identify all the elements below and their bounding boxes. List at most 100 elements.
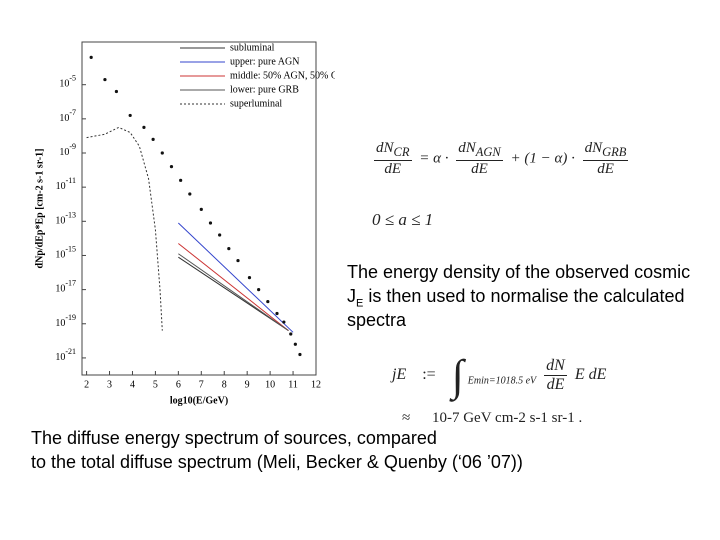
eq-text: + (1 − α) · — [510, 150, 575, 167]
data-point — [128, 113, 132, 118]
paragraph-text: is then used to normalise the calculated — [368, 286, 685, 306]
data-point — [298, 352, 302, 357]
eq-text: dE — [384, 161, 402, 177]
eq-text: α · — [433, 150, 449, 167]
tick-exponent: -11 — [66, 176, 76, 185]
eq-text: dN — [376, 140, 394, 156]
legend-label: lower: pure GRB — [230, 84, 299, 95]
y-tick-label: 10-5 — [59, 74, 76, 90]
y-tick-label: 10-21 — [55, 347, 76, 363]
x-tick-label: 3 — [107, 379, 112, 390]
equation-approx: ≈ 10-7 GeV cm-2 s-1 sr-1 . — [402, 410, 582, 427]
tick-base: 10 — [55, 216, 65, 227]
y-tick-label: 10-7 — [59, 108, 76, 124]
caption-line: to the total diffuse spectrum (Meli, Bec… — [31, 452, 523, 472]
tick-base: 10 — [55, 352, 65, 363]
series-line — [178, 222, 294, 333]
eq-text: dN — [584, 140, 603, 156]
x-tick-label: 6 — [176, 379, 181, 390]
legend-label: upper: pure AGN — [230, 56, 299, 67]
y-tick-label: 10-13 — [55, 210, 76, 226]
legend-label: subluminal — [230, 42, 275, 53]
eq-text: dN — [544, 357, 567, 376]
eq-text: dE — [597, 161, 614, 177]
data-point — [257, 288, 261, 292]
data-point — [266, 299, 270, 304]
data-point — [169, 165, 174, 169]
eq-text: dE — [471, 161, 488, 177]
x-tick-label: 8 — [222, 379, 227, 390]
data-point — [293, 342, 297, 346]
eq-text: := — [422, 366, 436, 384]
tick-exponent: -15 — [65, 244, 76, 253]
x-tick-label: 11 — [288, 379, 298, 390]
j-symbol: J — [347, 286, 356, 306]
x-tick-label: 7 — [199, 379, 204, 390]
data-point — [208, 221, 213, 225]
y-tick-label: 10-9 — [59, 142, 76, 158]
tick-exponent: -5 — [69, 74, 76, 83]
equation-je: jE := ∫ Emin=1018.5 eV dN dE E dE — [392, 350, 606, 401]
x-tick-label: 9 — [245, 379, 250, 390]
data-point — [151, 137, 155, 141]
eq-text: E dE — [574, 366, 607, 384]
plot-frame — [81, 41, 317, 376]
eq-text: 10-7 GeV cm-2 s-1 sr-1 — [431, 410, 575, 426]
data-point — [227, 247, 231, 251]
tick-base: 10 — [55, 250, 65, 261]
tick-exponent: -21 — [65, 347, 76, 356]
eq-text: dE — [546, 376, 565, 393]
tick-exponent: -19 — [65, 313, 76, 322]
data-point — [236, 258, 240, 263]
x-tick-label: 2 — [84, 379, 89, 390]
y-tick-label: 10-17 — [55, 278, 76, 294]
data-point — [179, 178, 183, 182]
equation-range: 0 ≤ a ≤ 1 — [372, 210, 434, 229]
series-line — [178, 243, 289, 331]
x-tick-label: 12 — [311, 379, 321, 390]
x-axis-label: log10(E/GeV) — [170, 395, 228, 406]
data-point — [282, 320, 286, 324]
paragraph-line: The energy density of the observed cosmi… — [347, 262, 691, 282]
data-point — [160, 151, 164, 155]
x-tick-label: 5 — [153, 379, 158, 390]
data-point — [142, 125, 146, 129]
y-tick-label: 10-19 — [55, 313, 76, 329]
data-point — [218, 233, 222, 237]
x-tick-label: 4 — [130, 379, 135, 390]
tick-base: 10 — [59, 147, 69, 158]
caption-line: The diffuse energy spectrum of sources, … — [31, 428, 437, 448]
series-line — [86, 126, 163, 331]
eq-text: dN — [458, 140, 476, 156]
data-point — [247, 276, 252, 280]
data-point — [89, 55, 93, 59]
j-subscript: E — [356, 297, 364, 310]
equation-mix: dNCR dE = α · dNAGN dE + (1 − α) · dNGRB dE — [370, 140, 632, 178]
tick-exponent: -7 — [69, 108, 76, 117]
data-point — [289, 332, 293, 336]
chart: 2 3 4 5 6 7 8 9 10 11 1210-510-710-910-1110-1310-1… — [34, 41, 335, 406]
legend-label: superluminal — [230, 98, 282, 109]
tick-exponent: -17 — [65, 278, 76, 287]
tick-base: 10 — [59, 79, 69, 90]
eq-text: GRB — [602, 145, 627, 159]
eq-text: CR — [393, 145, 410, 159]
data-point — [275, 311, 279, 316]
y-axis-label: dNp/dEp*Ep [cm-2 s-1 sr-1] — [34, 149, 45, 269]
data-point — [199, 207, 203, 211]
eq-text: ≈ — [402, 410, 411, 426]
eq-text: AGN — [475, 145, 501, 159]
series-line — [178, 253, 289, 332]
data-point — [188, 192, 192, 196]
eq-text: jE — [392, 366, 407, 384]
eq-text: Emin=1018.5 eV — [467, 375, 537, 387]
y-tick-label: 10-11 — [56, 176, 76, 192]
data-point — [103, 77, 107, 82]
paragraph-line: JE is then used to normalise the calcula… — [347, 284, 685, 316]
tick-base: 10 — [59, 113, 69, 124]
tick-base: 10 — [55, 318, 65, 329]
eq-text: . — [578, 410, 583, 426]
paragraph-line: spectra — [347, 310, 407, 330]
tick-exponent: -13 — [65, 210, 76, 219]
